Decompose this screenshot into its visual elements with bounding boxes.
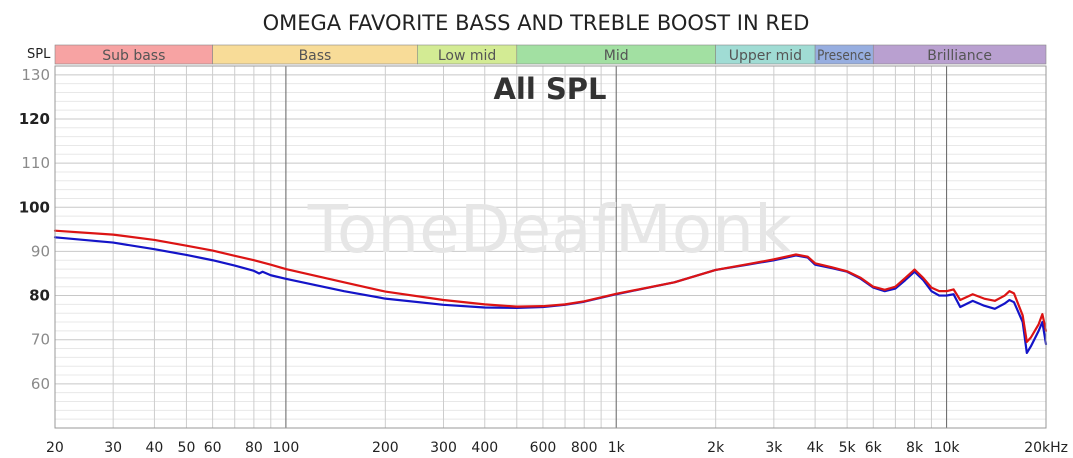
y-tick-label: 120 xyxy=(19,110,50,128)
band-label: Presence xyxy=(817,48,871,64)
band-label: Sub bass xyxy=(102,48,165,64)
y-tick-label: 110 xyxy=(21,154,50,172)
series-lines xyxy=(53,229,1048,355)
x-tick-label: 300 xyxy=(430,440,457,456)
y-tick-label: 70 xyxy=(31,331,50,349)
x-tick-label: 600 xyxy=(530,440,557,456)
x-tick-label: 100 xyxy=(273,440,300,456)
y-tick-label: 80 xyxy=(29,287,50,305)
y-tick-label: 90 xyxy=(31,242,50,260)
x-tick-label: 5k xyxy=(839,440,857,456)
band-label: Upper mid xyxy=(729,48,802,64)
y-tick-label: 130 xyxy=(21,66,50,84)
x-tick-label: 400 xyxy=(471,440,498,456)
x-tick-label: 20kHz xyxy=(1024,440,1068,456)
x-tick-label: 200 xyxy=(372,440,399,456)
x-tick-label: 50 xyxy=(178,440,196,456)
frequency-bands: Sub bass Bass Low mid Mid Upper mid Presence B… xyxy=(54,44,1047,65)
series-line-2 xyxy=(53,229,1048,344)
chart-title: OMEGA FAVORITE BASS AND TREBLE BOOST IN … xyxy=(263,11,810,35)
x-tick-label: 60 xyxy=(204,440,222,456)
plot-frame xyxy=(54,65,1047,429)
x-tick-label: 20 xyxy=(46,440,64,456)
y-tick-label: 60 xyxy=(31,375,50,393)
x-tick-label: 2k xyxy=(707,440,725,456)
x-tick-label: 4k xyxy=(807,440,825,456)
series-line-1 xyxy=(53,236,1048,355)
x-tick-label: 8k xyxy=(906,440,924,456)
y-tick-labels: 60 70 80 90 100 110 120 130 xyxy=(19,66,50,393)
overlay-label: All SPL xyxy=(493,72,606,106)
x-tick-label: 3k xyxy=(765,440,783,456)
band-label: Bass xyxy=(299,48,332,64)
x-tick-label: 30 xyxy=(104,440,122,456)
x-tick-labels: 20 30 40 50 60 80 100 200 300 400 600 800 1k 2k 3k 4k 5k… xyxy=(46,440,1068,456)
x-tick-label: 40 xyxy=(146,440,164,456)
y-tick-label: 100 xyxy=(19,198,50,216)
band-brilliance xyxy=(872,44,1047,65)
x-tick-label: 800 xyxy=(571,440,598,456)
x-tick-label: 80 xyxy=(245,440,263,456)
x-tick-label: 6k xyxy=(865,440,883,456)
band-label: Low mid xyxy=(438,48,496,64)
x-tick-label: 1k xyxy=(608,440,626,456)
watermark-text: ToneDeafMonk xyxy=(307,191,793,268)
band-label: Mid xyxy=(604,48,629,64)
y-axis-label: SPL xyxy=(27,47,51,62)
band-label: Brilliance xyxy=(927,48,992,64)
x-tick-label: 10k xyxy=(934,440,961,456)
grid-lines xyxy=(55,65,1046,429)
